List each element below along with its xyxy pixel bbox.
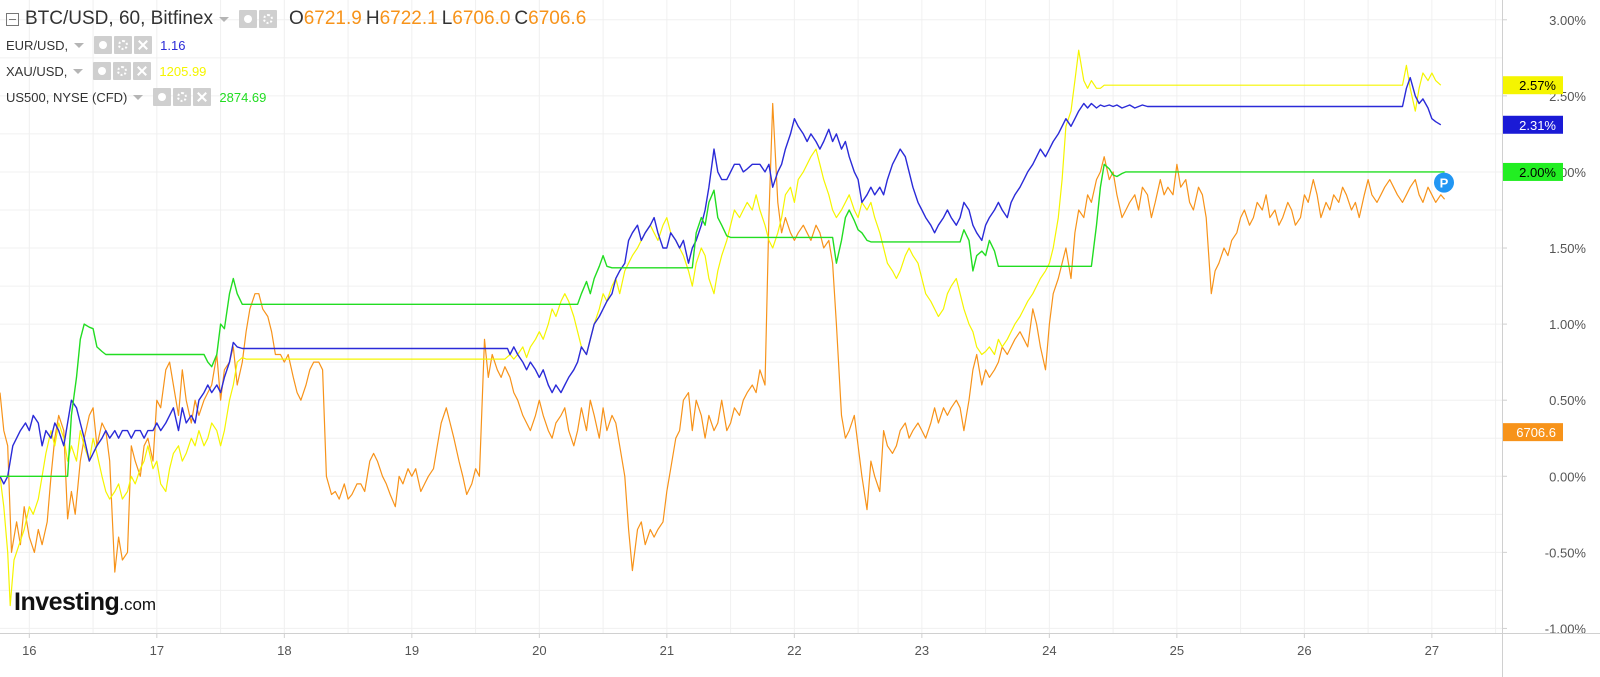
last-value-tag — [1503, 115, 1563, 134]
y-tick-label: -0.50% — [1545, 545, 1587, 560]
time-axis[interactable]: 16 17 18 19 20 21 22 23 24 25 26 27 — [0, 633, 1600, 658]
eye-icon[interactable] — [153, 88, 172, 106]
series-line-btc — [0, 102, 1446, 573]
overlay-symbol[interactable]: XAU/USD, — [6, 63, 68, 79]
chart-markers: P — [1434, 172, 1454, 193]
last-value-tag — [1503, 423, 1563, 442]
chevron-down-icon[interactable] — [133, 94, 144, 100]
close-icon[interactable] — [133, 62, 152, 80]
ohlc-close-value: 6706.6 — [528, 8, 587, 29]
overlay-symbol[interactable]: EUR/USD, — [6, 37, 69, 53]
x-tick-label: 24 — [1042, 643, 1056, 658]
legend-row-us500: US500, NYSE (CFD) 2874.69 — [6, 84, 586, 110]
x-tick-label: 23 — [915, 643, 929, 658]
gear-icon[interactable] — [258, 10, 277, 28]
series-line-us500 — [0, 163, 1445, 477]
investing-logo: Investing.com — [14, 588, 156, 617]
last-value-text: 6706.6 — [1516, 425, 1556, 440]
eye-icon[interactable] — [93, 62, 112, 80]
x-tick-label: 26 — [1297, 643, 1311, 658]
x-tick-label: 18 — [277, 643, 291, 658]
main-series-controls — [238, 10, 277, 28]
chevron-down-icon[interactable] — [74, 42, 85, 48]
overlay-value: 2874.69 — [219, 89, 267, 105]
gear-icon[interactable] — [113, 62, 132, 80]
overlay-controls — [93, 62, 152, 80]
overlay-symbol[interactable]: US500, NYSE (CFD) — [6, 89, 128, 105]
collapse-icon[interactable] — [6, 12, 19, 26]
grid — [0, 0, 1502, 633]
x-tick-label: 25 — [1170, 643, 1184, 658]
ohlc-open-value: 6721.9 — [303, 8, 362, 29]
chevron-down-icon[interactable] — [218, 16, 229, 22]
p-marker-icon[interactable] — [1434, 172, 1454, 193]
eye-icon[interactable] — [238, 10, 257, 28]
last-value-text: 2.00% — [1519, 165, 1556, 180]
overlay-controls — [153, 88, 212, 106]
series-line-xau — [0, 49, 1442, 607]
y-tick-label: 0.50% — [1549, 393, 1586, 408]
legend-row-eurusd: EUR/USD, 1.16 — [6, 32, 586, 58]
series-lines — [0, 49, 1446, 607]
ohlc-high-value: 6722.1 — [379, 8, 438, 29]
chevron-down-icon[interactable] — [73, 68, 84, 74]
x-tick-label: 16 — [22, 643, 36, 658]
x-tick-label: 21 — [660, 643, 674, 658]
gear-icon[interactable] — [173, 88, 192, 106]
overlay-value: 1.16 — [160, 37, 186, 53]
ohlc-high-label: H — [365, 8, 380, 29]
x-tick-label: 19 — [405, 643, 419, 658]
last-value-tag — [1503, 76, 1563, 95]
last-value-tag — [1503, 162, 1563, 181]
last-value-text: 2.57% — [1519, 78, 1556, 93]
x-tick-label: 20 — [532, 643, 546, 658]
ohlc-low-label: L — [441, 8, 453, 29]
price-axis[interactable]: 3.00%2.50%2.00%1.50%1.00%0.50%0.00%-0.50… — [1502, 0, 1586, 677]
last-value-labels: 2.57% 2.31% 2.00% 6706.6 — [1503, 76, 1563, 442]
series-line-eur — [0, 76, 1442, 485]
y-tick-label: 3.00% — [1549, 13, 1586, 28]
y-tick-label: 1.50% — [1549, 241, 1586, 256]
ohlc-low-value: 6706.0 — [452, 8, 511, 29]
main-symbol[interactable]: BTC/USD, 60, Bitfinex — [25, 8, 213, 29]
p-marker-letter: P — [1440, 176, 1449, 191]
close-icon[interactable] — [134, 36, 153, 54]
overlay-controls — [94, 36, 153, 54]
y-tick-label: -1.00% — [1545, 621, 1587, 636]
brand-name: Investing — [14, 588, 120, 616]
ohlc-open-label: O — [288, 8, 304, 29]
x-tick-label: 22 — [787, 643, 801, 658]
ohlc-close-label: C — [514, 8, 529, 29]
gear-icon[interactable] — [114, 36, 133, 54]
x-tick-label: 27 — [1425, 643, 1439, 658]
x-tick-label: 17 — [150, 643, 164, 658]
close-icon[interactable] — [193, 88, 212, 106]
overlay-value: 1205.99 — [159, 63, 207, 79]
brand-suffix: .com — [119, 595, 157, 614]
legend-row-xauusd: XAU/USD, 1205.99 — [6, 58, 586, 84]
eye-icon[interactable] — [94, 36, 113, 54]
y-tick-label: 1.00% — [1549, 317, 1586, 332]
y-tick-label: 0.00% — [1549, 469, 1586, 484]
last-value-text: 2.31% — [1519, 118, 1556, 133]
